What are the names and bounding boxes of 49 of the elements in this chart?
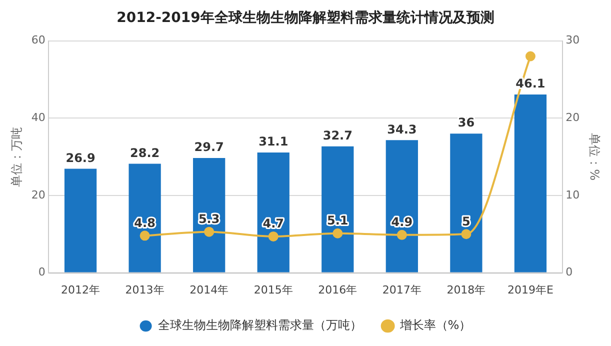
data-label: 4.8 xyxy=(134,216,156,230)
y2-tick-label: 10 xyxy=(566,188,580,202)
data-label: 26.9 xyxy=(66,150,96,165)
bar xyxy=(386,140,418,272)
data-label: 28.2 xyxy=(130,146,160,160)
x-tick-label: 2014年 xyxy=(190,283,229,296)
y-tick-label: 40 xyxy=(31,110,46,124)
data-label: 5.3 xyxy=(198,212,220,226)
x-tick-label: 2015年 xyxy=(254,283,293,296)
y-tick-label: 20 xyxy=(31,188,46,202)
x-tick-label: 2012年 xyxy=(61,283,100,296)
bar xyxy=(450,134,482,272)
data-label: 34.3 xyxy=(387,122,417,136)
point xyxy=(396,230,407,240)
data-label: 32.7 xyxy=(322,128,352,142)
point xyxy=(525,51,536,62)
point xyxy=(268,231,278,242)
y2-tick-label: 0 xyxy=(566,266,573,279)
point xyxy=(332,228,343,238)
x-tick-label: 2013年 xyxy=(125,283,164,296)
data-label: 31.1 xyxy=(258,134,288,149)
chart-title: 2012-2019年全球生物生物降解塑料需求量统计情况及预测 xyxy=(116,9,494,26)
data-label: 5.1 xyxy=(327,213,348,228)
point xyxy=(461,229,472,240)
bar xyxy=(128,164,161,272)
bar xyxy=(514,94,547,272)
data-label: 36 xyxy=(458,116,475,130)
y2-tick-label: 30 xyxy=(566,34,580,47)
bar xyxy=(64,168,97,272)
point xyxy=(140,230,150,241)
bar xyxy=(257,152,290,272)
x-tick-label: 2017年 xyxy=(382,283,422,296)
bar xyxy=(193,158,226,272)
data-label: 29.7 xyxy=(194,140,224,154)
bar xyxy=(322,146,354,272)
y-tick-label: 0 xyxy=(38,266,46,279)
y2-axis-title: 单位：% xyxy=(588,133,602,181)
y-tick-label: 60 xyxy=(31,34,46,47)
x-tick-label: 2016年 xyxy=(318,283,358,296)
data-label: 5 xyxy=(462,214,470,228)
legend-label: 全球生物生物降解塑料需求量（万吨） xyxy=(158,318,362,332)
data-label: 4.9 xyxy=(391,215,413,230)
point xyxy=(204,226,214,237)
legend-label: 增长率（%） xyxy=(398,318,472,332)
y2-tick-label: 20 xyxy=(566,110,580,124)
y-axis-title: 单位：万吨 xyxy=(9,126,24,187)
data-label: 4.7 xyxy=(262,216,284,231)
x-tick-label: 2019年E xyxy=(507,283,554,296)
x-tick-label: 2018年 xyxy=(446,283,486,296)
